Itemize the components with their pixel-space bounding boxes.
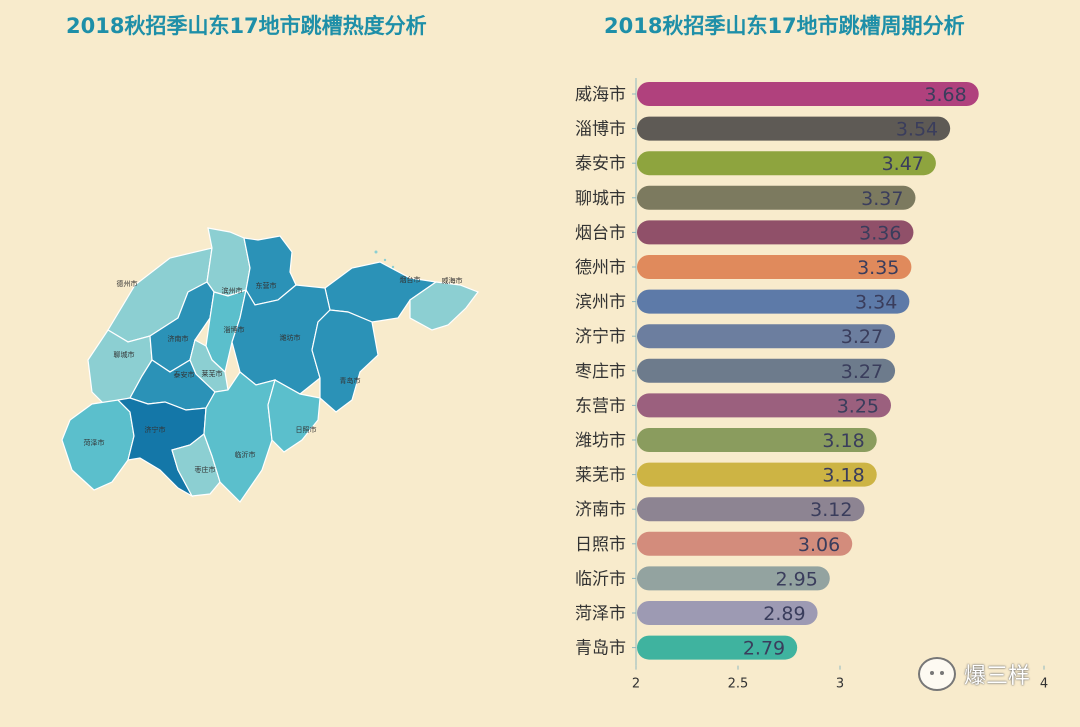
map-region-zibo: [205, 289, 247, 374]
map-label: 烟台市: [400, 275, 421, 284]
value-label: 2.89: [763, 603, 805, 625]
bar-chart: 威海市 3.68 淄博市 3.54 泰安市 3.47 聊城市 3.37 烟台市 3.36 德州市 3.…: [540, 60, 1080, 723]
category-label: 济宁市: [575, 327, 626, 347]
map-title: 2018秋招季山东17地市跳槽热度分析: [66, 14, 427, 38]
bar-14: [637, 531, 853, 556]
value-label: 3.12: [810, 499, 852, 521]
x-tick-label: 2.5: [728, 677, 749, 692]
category-label: 威海市: [575, 85, 626, 105]
bar-9: [637, 358, 896, 383]
map-label: 德州市: [117, 279, 138, 288]
map-region-qingdao: [311, 309, 379, 413]
bar-4: [637, 185, 916, 210]
x-tick-label: 2: [632, 677, 640, 692]
category-label: 临沂市: [575, 569, 626, 589]
map-island: [383, 258, 387, 262]
category-label: 潍坊市: [575, 431, 626, 451]
value-label: 2.95: [775, 568, 817, 590]
category-label: 滨州市: [575, 293, 626, 313]
map-label: 滨州市: [222, 286, 243, 295]
value-label: 3.18: [822, 430, 864, 452]
category-label: 日照市: [575, 535, 626, 555]
watermark-text: 爆三样: [964, 664, 1031, 689]
bar-17: [637, 635, 798, 660]
map-label: 淄博市: [224, 325, 245, 334]
map-region-weihai: [409, 281, 479, 331]
map-label: 莱芜市: [202, 369, 223, 378]
category-label: 聊城市: [575, 189, 626, 209]
map-label: 威海市: [442, 276, 463, 285]
map-label: 枣庄市: [195, 465, 216, 474]
bar-1: [637, 82, 979, 106]
map-label: 东营市: [256, 281, 277, 290]
bar-11: [637, 428, 877, 452]
bar-2: [637, 116, 951, 141]
bar-7: [637, 289, 910, 314]
x-tick-label: 4: [1040, 677, 1048, 692]
value-label: 3.35: [857, 257, 899, 279]
map-label: 潍坊市: [280, 333, 301, 342]
category-label: 济南市: [575, 500, 626, 520]
map-island: [391, 265, 395, 269]
map-label: 菏泽市: [84, 438, 105, 447]
bar-13: [637, 497, 865, 522]
map-label: 济宁市: [145, 425, 166, 434]
bar-3: [637, 151, 936, 176]
value-label: 3.34: [855, 292, 897, 314]
category-label: 东营市: [575, 396, 626, 416]
bar-15: [637, 566, 830, 591]
category-label: 德州市: [575, 258, 626, 278]
map-label: 济南市: [168, 334, 189, 343]
value-label: 3.37: [861, 188, 903, 210]
bar-10: [637, 393, 891, 418]
value-label: 3.18: [822, 465, 864, 487]
category-label: 泰安市: [575, 154, 626, 174]
value-label: 3.54: [896, 119, 938, 141]
chart-title: 2018秋招季山东17地市跳槽周期分析: [604, 14, 965, 38]
value-label: 3.25: [837, 395, 879, 417]
map-region-laiwu: [189, 339, 229, 393]
value-label: 3.68: [924, 84, 966, 106]
bar-5: [637, 220, 914, 245]
value-label: 3.27: [841, 326, 883, 348]
map-label: 临沂市: [235, 450, 256, 459]
map-island: [374, 250, 378, 254]
map-label: 日照市: [296, 425, 317, 434]
category-label: 枣庄市: [575, 362, 626, 382]
value-label: 2.79: [743, 638, 785, 660]
bar-6: [637, 255, 912, 279]
category-label: 淄博市: [575, 120, 626, 140]
x-tick-label: 3: [836, 677, 844, 692]
watermark: 爆三样: [918, 657, 1030, 691]
map-region-rizhao: [267, 379, 321, 453]
value-label: 3.06: [798, 534, 840, 556]
bar-16: [637, 601, 818, 625]
map-label: 泰安市: [174, 370, 195, 379]
category-label: 青岛市: [575, 639, 626, 659]
bar-12: [637, 462, 877, 487]
wechat-icon: [918, 657, 956, 691]
value-label: 3.27: [841, 361, 883, 383]
value-label: 3.47: [882, 153, 924, 175]
value-label: 3.36: [859, 222, 901, 244]
category-label: 菏泽市: [575, 604, 626, 624]
shandong-map: 德州市 滨州市 东营市 烟台市 威海市 聊城市 济南市 淄博市 潍坊市 青岛市 …: [0, 60, 540, 723]
map-label: 聊城市: [114, 350, 135, 359]
category-label: 烟台市: [575, 223, 626, 243]
map-label: 青岛市: [340, 376, 361, 385]
bar-8: [637, 324, 896, 349]
category-label: 莱芜市: [575, 466, 626, 486]
